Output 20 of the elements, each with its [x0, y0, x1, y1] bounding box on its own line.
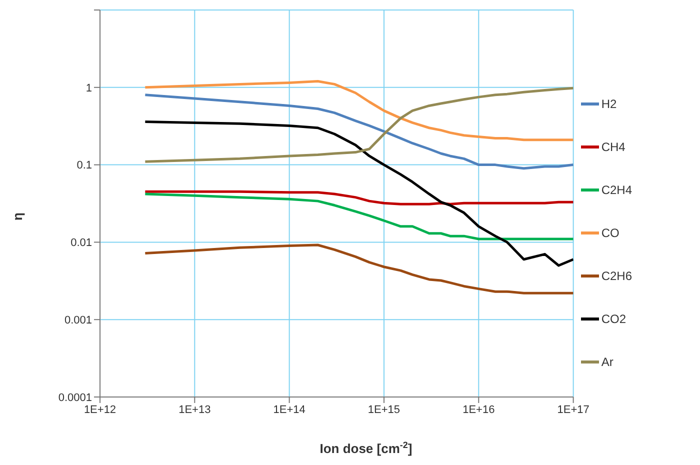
x-axis-title: Ion dose [cm$^{-2}$] — [320, 440, 412, 456]
legend-label: H2 — [601, 96, 617, 110]
y-tick-label: 0.1 — [76, 160, 92, 172]
legend-label: C2H4 — [601, 182, 632, 196]
x-tick-label: 1E+13 — [178, 404, 211, 416]
x-tick-label: 1E+15 — [368, 404, 400, 416]
y-tick-label: 0.01 — [70, 237, 92, 250]
legend-label: Ar — [601, 354, 614, 368]
x-tick-label: 1E+17 — [557, 404, 590, 416]
legend-label: C2H6 — [601, 268, 632, 282]
legend-label: CH4 — [601, 140, 626, 154]
legend-label: CO2 — [601, 312, 626, 326]
x-tick-label: 1E+16 — [462, 404, 495, 416]
y-axis-title: η — [10, 212, 25, 220]
x-tick-label: 1E+14 — [273, 404, 306, 416]
y-tick-label: 0.001 — [64, 314, 92, 327]
y-tick-label: 0.0001 — [58, 392, 92, 404]
x-tick-label: 1E+12 — [84, 404, 116, 416]
y-tick-label: 1 — [86, 82, 92, 94]
legend-label: CO — [601, 226, 620, 240]
